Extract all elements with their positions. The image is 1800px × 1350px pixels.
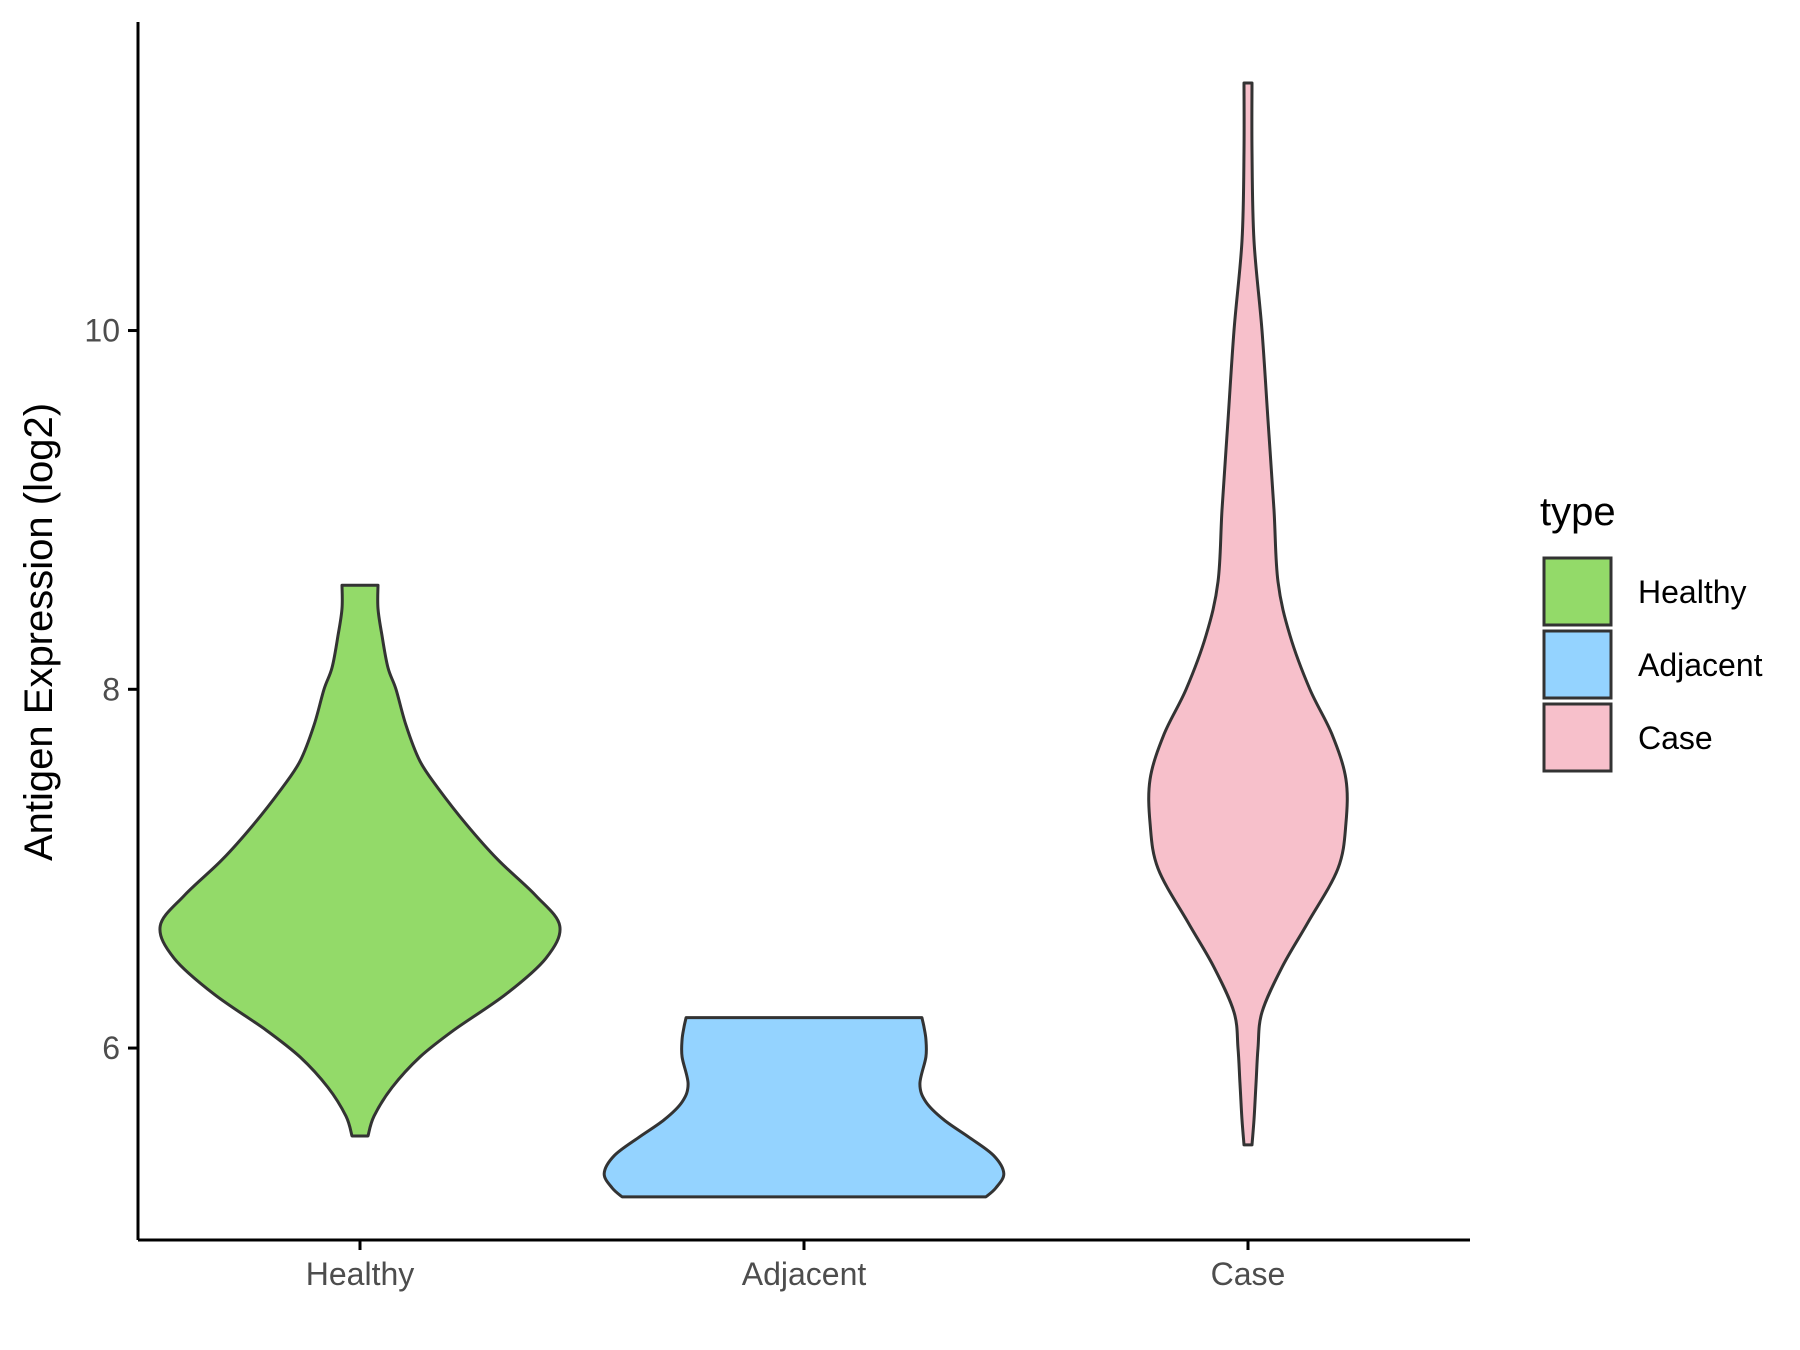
y-tick-label: 6 (102, 1030, 120, 1066)
axes: 6 8 10 Healthy Adjacent Case (84, 22, 1470, 1292)
x-tick-label: Healthy (306, 1256, 415, 1292)
violin-adjacent (602, 1016, 1006, 1199)
legend-swatch-healthy (1542, 556, 1613, 627)
legend: type Healthy Adjacent Case (1540, 490, 1763, 773)
legend-label-adjacent: Adjacent (1638, 647, 1763, 683)
y-tick-label: 10 (84, 313, 120, 349)
legend-label-healthy: Healthy (1638, 574, 1747, 610)
y-tick-label: 8 (102, 671, 120, 707)
y-ticks: 6 8 10 (84, 313, 138, 1066)
legend-swatch-case (1542, 702, 1613, 773)
x-tick-label: Case (1211, 1256, 1286, 1292)
legend-label-case: Case (1638, 720, 1713, 756)
legend-swatch-adjacent (1542, 629, 1613, 700)
violin-case (1147, 81, 1349, 1147)
x-tick-label: Adjacent (742, 1256, 867, 1292)
legend-title: type (1540, 490, 1616, 534)
y-axis-title: Antigen Expression (log2) (17, 403, 61, 861)
violin-layer (158, 81, 1349, 1199)
x-ticks: Healthy Adjacent Case (306, 1240, 1286, 1292)
violin-healthy (158, 583, 562, 1138)
